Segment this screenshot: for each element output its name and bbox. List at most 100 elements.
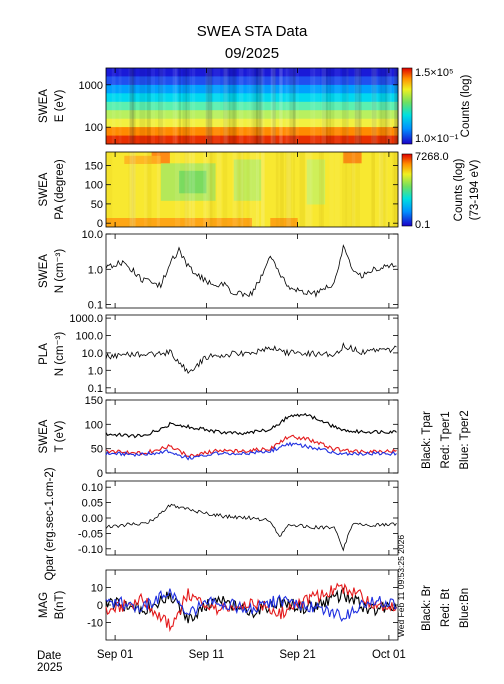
pa-texture xyxy=(393,152,400,227)
pa-region xyxy=(343,152,362,164)
energy-colorbar-max: 1.5×10⁵ xyxy=(415,67,454,79)
mag-ytick-label: 0 xyxy=(97,600,103,612)
pa-texture xyxy=(210,152,216,227)
pa-texture xyxy=(292,152,296,227)
pa-texture xyxy=(378,152,384,227)
energy-texture xyxy=(346,68,349,144)
energy-texture xyxy=(371,68,377,144)
energy-texture xyxy=(385,68,390,144)
mag-legend-bn: Blue:Bn xyxy=(459,588,471,628)
mag-series-Bn xyxy=(105,588,397,622)
energy-band xyxy=(106,84,398,94)
energy-texture xyxy=(191,68,196,144)
energy-band xyxy=(106,110,398,120)
pa-texture xyxy=(129,152,134,227)
swea-pa-ytick-label: 50 xyxy=(91,199,103,211)
swea-density-ytick-label: 0.1 xyxy=(88,300,103,312)
swea-temperature-ylabel-instrument: SWEA xyxy=(38,419,50,453)
energy-texture xyxy=(394,68,399,144)
swea-energy-ytick-label: 1000 xyxy=(79,80,103,92)
pa-texture xyxy=(345,152,352,227)
swea-pa-ytick-label: 100 xyxy=(85,180,103,192)
pla-density-ytick-label: 100.0 xyxy=(75,331,103,343)
chart-subtitle: 09/2025 xyxy=(225,45,279,62)
energy-band xyxy=(106,127,398,136)
pa-texture xyxy=(240,152,244,227)
swea-pa-frame xyxy=(105,151,399,228)
swea-temperature-ytick-label: 100 xyxy=(85,419,103,431)
energy-texture xyxy=(393,68,397,144)
energy-texture xyxy=(159,68,166,144)
swea-temperature-series-Tper2 xyxy=(105,441,397,461)
pa-texture xyxy=(251,152,257,227)
energy-texture xyxy=(322,68,328,144)
swea-pa-ylabel-instrument: SWEA xyxy=(38,172,50,206)
x-tick-label: Sep 11 xyxy=(189,649,225,661)
energy-texture xyxy=(111,68,116,144)
energy-texture xyxy=(188,68,192,144)
pa-region xyxy=(179,170,207,194)
pa-texture xyxy=(351,152,355,227)
pa-texture xyxy=(146,152,152,227)
pa-texture xyxy=(128,152,134,227)
pa-texture xyxy=(261,152,265,227)
mag-ytick-label: 10 xyxy=(91,583,103,595)
qpar-ytick-label: 0.00 xyxy=(82,513,103,525)
swea-density-frame xyxy=(105,233,399,309)
mag-legend-bt: Red: Bt xyxy=(440,588,452,627)
energy-texture xyxy=(386,68,392,144)
swea-density-ytick-label: 10.0 xyxy=(82,229,103,241)
energy-texture xyxy=(325,68,331,144)
qpar-ytick-label: 0.10 xyxy=(82,482,103,494)
swea-density-ytick-label: 1.0 xyxy=(88,264,103,276)
pa-texture xyxy=(185,152,192,227)
energy-texture xyxy=(292,68,296,144)
pla-density-ytick-label: 10.0 xyxy=(82,348,103,360)
mag-series-Bt xyxy=(105,582,398,633)
swea-density-ylabel-instrument: SWEA xyxy=(38,254,50,288)
pa-texture xyxy=(222,152,228,227)
energy-texture xyxy=(354,68,361,144)
pa-texture xyxy=(334,152,340,227)
energy-colorbar xyxy=(401,67,413,145)
pa-texture xyxy=(246,152,250,227)
pla-density-ytick-label: 1000.0 xyxy=(69,313,103,325)
pa-region xyxy=(306,159,326,205)
energy-texture xyxy=(205,68,213,144)
qpar-ylabel: Qpar (erg.sec-1.cm-2) xyxy=(44,467,56,580)
pa-texture xyxy=(280,152,285,227)
plot-timestamp: Wed Feb 11 09:53:25 2026 xyxy=(396,535,406,638)
energy-texture xyxy=(249,68,255,144)
pa-texture xyxy=(286,152,292,227)
energy-texture xyxy=(310,68,316,144)
pa-texture xyxy=(275,152,279,227)
energy-texture xyxy=(139,68,146,144)
x-tick-label: Sep 21 xyxy=(279,649,315,661)
energy-texture xyxy=(256,68,262,144)
pa-texture xyxy=(380,152,387,227)
pa-region xyxy=(233,159,262,201)
energy-texture xyxy=(172,68,177,144)
pla-density-ylabel-quantity: N (cm⁻³) xyxy=(54,332,66,377)
energy-band xyxy=(106,93,398,103)
energy-texture xyxy=(353,68,360,144)
qpar-ytick-label: 0.05 xyxy=(82,498,103,510)
pla-density-ytick-label: 1.0 xyxy=(88,365,103,377)
energy-texture xyxy=(238,68,244,144)
energy-texture xyxy=(128,68,134,144)
temperature-legend-tper1: Red: Tper1 xyxy=(440,411,452,468)
energy-texture xyxy=(329,68,335,144)
pa-texture xyxy=(385,152,388,227)
energy-texture xyxy=(258,68,265,144)
energy-texture xyxy=(129,68,135,144)
swea-energy-ylabel-instrument: SWEA xyxy=(38,89,50,123)
swea-density-ylabel-quantity: N (cm⁻³) xyxy=(54,249,66,294)
energy-texture xyxy=(158,68,163,144)
swea-pa-ytick-label: 0 xyxy=(97,218,103,230)
energy-texture xyxy=(358,68,362,144)
pa-colorbar-title: Counts (log) xyxy=(453,159,465,222)
energy-texture xyxy=(284,68,288,144)
energy-texture xyxy=(206,68,209,144)
qpar-ytick-label: -0.05 xyxy=(78,528,103,540)
